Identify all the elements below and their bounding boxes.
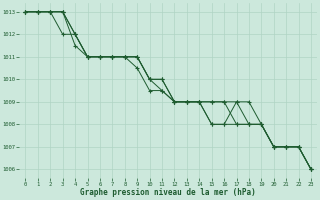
X-axis label: Graphe pression niveau de la mer (hPa): Graphe pression niveau de la mer (hPa) xyxy=(80,188,256,197)
